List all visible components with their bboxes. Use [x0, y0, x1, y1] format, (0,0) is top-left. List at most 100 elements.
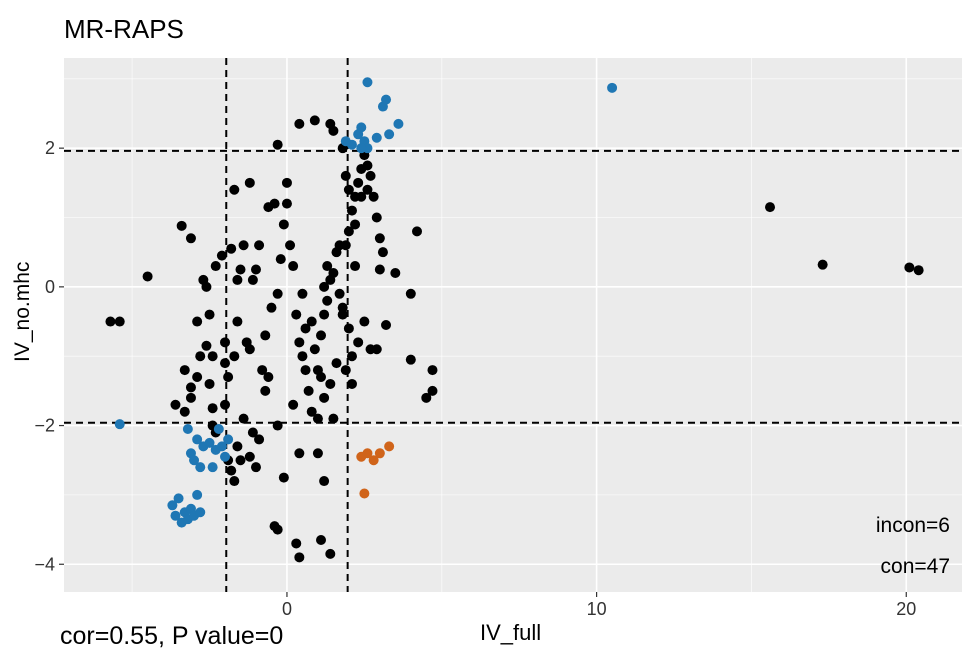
data-point [278, 219, 289, 230]
data-point [170, 399, 181, 410]
data-point [325, 548, 336, 559]
data-point [185, 392, 196, 403]
data-point [303, 385, 314, 396]
data-point [229, 351, 240, 362]
data-point [167, 500, 178, 511]
data-point [254, 240, 265, 251]
data-point [334, 240, 345, 251]
data-point [272, 139, 283, 150]
x-tick-label: 10 [587, 599, 607, 619]
data-point [207, 462, 218, 473]
data-point [337, 309, 348, 320]
incon-annotation: incon=6 [876, 514, 950, 537]
data-point [343, 184, 354, 195]
data-point [904, 262, 915, 273]
y-tick-label: −2 [34, 416, 55, 436]
data-point [207, 403, 218, 414]
data-point [319, 392, 330, 403]
data-point [223, 434, 234, 445]
data-point [368, 455, 379, 466]
data-point [220, 358, 231, 369]
data-point [254, 434, 265, 445]
data-point [356, 122, 367, 133]
data-point [272, 420, 283, 431]
data-point [192, 316, 203, 327]
data-point [288, 261, 299, 272]
data-point [263, 372, 274, 383]
data-point [294, 337, 305, 348]
data-point [340, 170, 351, 181]
data-point [201, 340, 212, 351]
data-point [377, 247, 388, 258]
data-point [244, 344, 255, 355]
data-point [346, 139, 357, 150]
data-point [105, 316, 116, 327]
data-point [281, 198, 292, 209]
data-point [353, 177, 364, 188]
data-point [232, 274, 243, 285]
data-point [319, 476, 330, 487]
data-point [247, 274, 258, 285]
data-point [244, 451, 255, 462]
data-point [340, 365, 351, 376]
data-point [238, 240, 249, 251]
data-point [328, 413, 339, 424]
data-point [322, 295, 333, 306]
data-point [346, 378, 357, 389]
data-point [334, 288, 345, 299]
x-axis-label: IV_full [480, 620, 542, 645]
data-point [238, 413, 249, 424]
data-point [192, 489, 203, 500]
data-point [337, 302, 348, 313]
data-point [235, 264, 246, 275]
data-point [220, 337, 231, 348]
data-point [374, 448, 385, 459]
data-point [346, 351, 357, 362]
data-point [182, 424, 193, 435]
data-point [322, 261, 333, 272]
data-point [328, 125, 339, 136]
data-point [350, 261, 361, 272]
data-point [244, 177, 255, 188]
correlation-caption: cor=0.55, P value=0 [60, 622, 284, 650]
data-point [229, 184, 240, 195]
data-point [346, 205, 357, 216]
data-point [294, 552, 305, 563]
data-points [105, 77, 924, 563]
data-point [250, 462, 261, 473]
data-point [306, 406, 317, 417]
data-point [216, 250, 227, 261]
data-point [201, 281, 212, 292]
data-point [371, 212, 382, 223]
data-point [232, 441, 243, 452]
data-point [226, 465, 237, 476]
data-point [204, 309, 215, 320]
data-point [350, 219, 361, 230]
data-point [247, 427, 258, 438]
data-point [272, 524, 283, 535]
y-tick-label: −4 [34, 554, 55, 574]
data-point [291, 309, 302, 320]
data-point [405, 288, 416, 299]
data-point [195, 462, 206, 473]
data-point [223, 372, 234, 383]
y-tick-label: 2 [45, 138, 55, 158]
data-point [272, 288, 283, 299]
con-annotation: con=47 [881, 555, 950, 578]
data-point [189, 455, 200, 466]
axis-ticks: 0 10 20 −4 −2 0 2 [34, 138, 916, 619]
data-point [393, 118, 404, 129]
data-point [390, 267, 401, 278]
data-point [353, 337, 364, 348]
data-point [216, 441, 227, 452]
data-point [427, 385, 438, 396]
data-point [266, 302, 277, 313]
data-point [319, 281, 330, 292]
data-point [913, 265, 924, 276]
data-point [300, 365, 311, 376]
data-point [185, 233, 196, 244]
data-point [312, 413, 323, 424]
data-point [356, 191, 367, 202]
data-point [817, 259, 828, 270]
data-point [235, 455, 246, 466]
